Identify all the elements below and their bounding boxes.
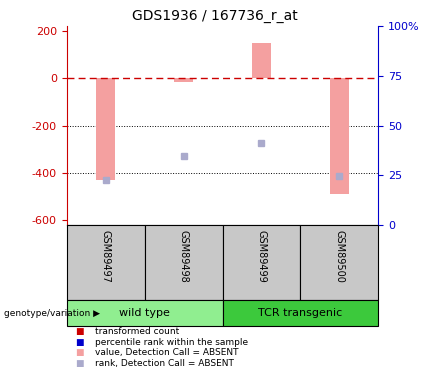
Bar xyxy=(96,78,115,180)
Text: GDS1936 / 167736_r_at: GDS1936 / 167736_r_at xyxy=(132,9,298,23)
Text: ■: ■ xyxy=(75,359,84,368)
Text: ■: ■ xyxy=(75,338,84,347)
Text: genotype/variation ▶: genotype/variation ▶ xyxy=(4,309,100,318)
Text: percentile rank within the sample: percentile rank within the sample xyxy=(95,338,248,347)
Bar xyxy=(301,225,378,300)
Text: ■: ■ xyxy=(75,327,84,336)
Bar xyxy=(223,300,378,326)
Bar xyxy=(252,43,271,78)
Text: transformed count: transformed count xyxy=(95,327,179,336)
Text: wild type: wild type xyxy=(119,308,170,318)
Bar xyxy=(330,78,349,194)
Text: GSM89499: GSM89499 xyxy=(256,230,267,283)
Bar xyxy=(144,225,223,300)
Text: GSM89500: GSM89500 xyxy=(335,230,344,283)
Text: ■: ■ xyxy=(75,348,84,357)
Text: GSM89497: GSM89497 xyxy=(101,230,111,283)
Bar xyxy=(174,78,194,82)
Text: TCR transgenic: TCR transgenic xyxy=(258,308,343,318)
Bar xyxy=(67,300,223,326)
Text: rank, Detection Call = ABSENT: rank, Detection Call = ABSENT xyxy=(95,359,233,368)
Bar xyxy=(67,225,144,300)
Bar xyxy=(223,225,301,300)
Text: GSM89498: GSM89498 xyxy=(178,230,189,283)
Text: value, Detection Call = ABSENT: value, Detection Call = ABSENT xyxy=(95,348,238,357)
